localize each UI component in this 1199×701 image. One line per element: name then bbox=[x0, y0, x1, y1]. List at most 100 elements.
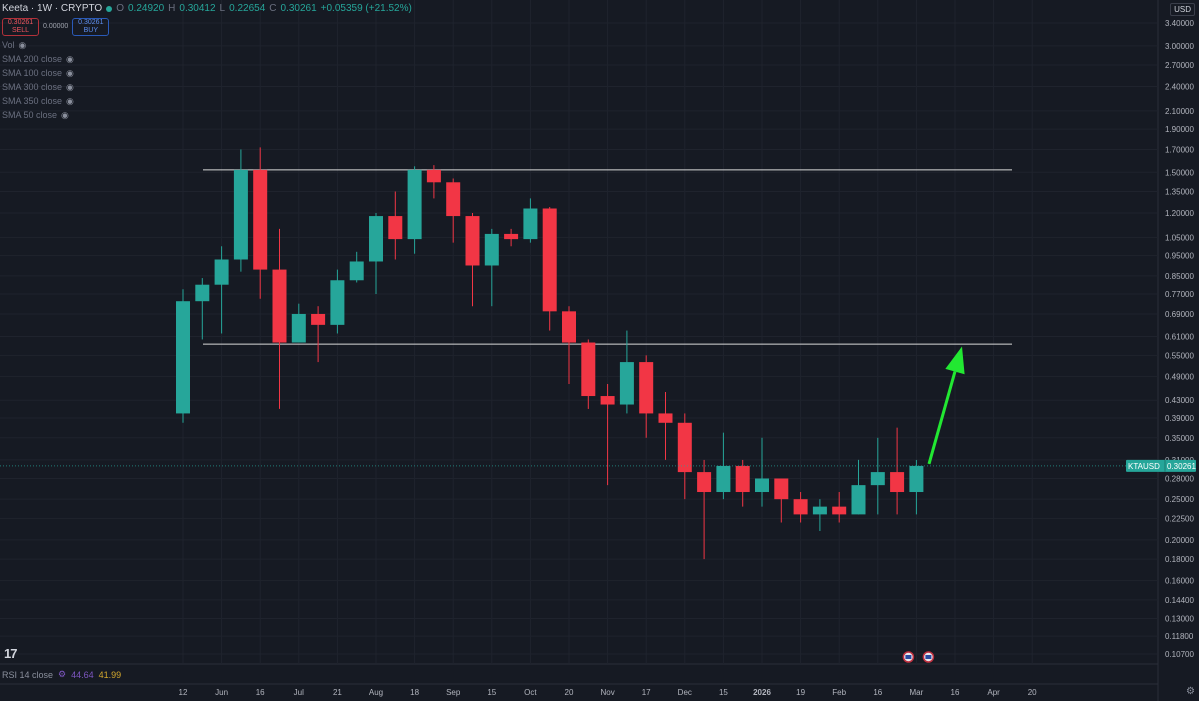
spread-value: 0.00000 bbox=[43, 23, 69, 30]
trade-row: 0.30261 SELL 0.00000 0.30261 BUY bbox=[2, 18, 412, 36]
candle-body bbox=[523, 208, 538, 240]
candle-body bbox=[735, 465, 750, 493]
time-tick-label: 12 bbox=[179, 688, 188, 697]
arrow-head bbox=[945, 346, 965, 375]
price-tick-label: 0.10700 bbox=[1165, 650, 1194, 659]
candle-body bbox=[581, 342, 596, 397]
rsi-label[interactable]: RSI 14 close bbox=[2, 669, 54, 680]
currency-selector[interactable]: USD bbox=[1170, 3, 1195, 16]
time-tick-label: Aug bbox=[369, 688, 383, 697]
candle-body bbox=[349, 261, 364, 281]
indicator-sma-350[interactable]: SMA 350 close ◉ bbox=[2, 96, 74, 106]
close-label: C bbox=[269, 3, 277, 14]
horizontal-levels bbox=[203, 169, 1012, 345]
candle-body bbox=[233, 169, 248, 260]
event-flag-icon bbox=[922, 651, 935, 663]
price-tick-label: 0.25000 bbox=[1165, 495, 1194, 504]
close-value: 0.30261 bbox=[280, 3, 317, 14]
time-tick-label: 16 bbox=[256, 688, 265, 697]
time-tick-label: 21 bbox=[333, 688, 342, 697]
indicator-sma-50[interactable]: SMA 50 close ◉ bbox=[2, 110, 69, 120]
settings-icon[interactable]: ⚙ bbox=[1186, 686, 1195, 697]
candle-body bbox=[890, 472, 905, 493]
event-flag-icon bbox=[902, 651, 915, 663]
price-tick-label: 0.11800 bbox=[1165, 632, 1194, 641]
status-dot-icon bbox=[106, 6, 113, 12]
time-tick-label: 17 bbox=[642, 688, 651, 697]
indicator-sma-100[interactable]: SMA 100 close ◉ bbox=[2, 68, 74, 78]
price-tag-ticker: KTAUSD bbox=[1128, 462, 1160, 471]
buy-label: BUY bbox=[83, 27, 99, 34]
candle-body bbox=[195, 284, 210, 302]
candle-body bbox=[755, 478, 769, 493]
indicator-vol[interactable]: Vol ◉ bbox=[2, 40, 27, 50]
price-tick-label: 0.14400 bbox=[1165, 596, 1194, 605]
eye-icon[interactable]: ◉ bbox=[66, 82, 74, 92]
price-tick-label: 0.22500 bbox=[1165, 514, 1194, 523]
eye-icon[interactable]: ◉ bbox=[18, 40, 27, 50]
candle-body bbox=[291, 313, 306, 343]
candle-body bbox=[176, 301, 190, 414]
price-tick-label: 2.10000 bbox=[1165, 107, 1194, 116]
price-tick-label: 0.18000 bbox=[1165, 555, 1194, 564]
price-tick-label: 2.40000 bbox=[1165, 83, 1194, 92]
candles bbox=[0, 147, 1158, 663]
time-tick-label: Oct bbox=[524, 688, 537, 697]
price-tick-label: 0.95000 bbox=[1165, 252, 1194, 261]
price-axis: 3.40000 3.00000 2.70000 2.40000 2.10000 1.900… bbox=[1126, 19, 1196, 659]
time-tick-label: 16 bbox=[873, 688, 882, 697]
eye-icon[interactable]: ◉ bbox=[66, 68, 74, 78]
candle-body bbox=[697, 472, 712, 493]
rsi-ma-value: 41.99 bbox=[98, 669, 122, 680]
time-tick-label: Feb bbox=[832, 688, 846, 697]
event-flag-mark bbox=[925, 655, 932, 659]
rsi-value: 44.64 bbox=[71, 669, 94, 680]
grid bbox=[0, 0, 1159, 701]
sell-button[interactable]: 0.30261 SELL bbox=[2, 18, 39, 36]
candle-body bbox=[562, 311, 576, 343]
time-tick-label: 2026 bbox=[753, 688, 771, 697]
price-tick-label: 1.35000 bbox=[1165, 188, 1194, 197]
time-tick-label: Mar bbox=[910, 688, 924, 697]
candle-body bbox=[774, 478, 789, 500]
time-tick-label: 15 bbox=[487, 688, 496, 697]
price-tick-label: 3.00000 bbox=[1165, 42, 1194, 51]
eye-icon[interactable]: ◉ bbox=[66, 96, 74, 106]
rsi-legend: RSI 14 close ⚙ 44.64 41.99 bbox=[2, 669, 121, 680]
candle-body bbox=[542, 208, 557, 312]
candle-body bbox=[639, 362, 654, 414]
high-label: H bbox=[168, 3, 176, 14]
indicator-sma-300[interactable]: SMA 300 close ◉ bbox=[2, 82, 74, 92]
candle-body bbox=[619, 362, 634, 405]
candle-body bbox=[677, 422, 692, 473]
time-tick-label: Jul bbox=[294, 688, 304, 697]
price-tick-label: 0.61000 bbox=[1165, 332, 1194, 341]
high-value: 0.30412 bbox=[179, 3, 216, 14]
buy-price: 0.30261 bbox=[78, 19, 104, 26]
candle-body bbox=[600, 396, 615, 405]
rsi-settings-icon[interactable]: ⚙ bbox=[58, 669, 67, 679]
price-tick-label: 0.69000 bbox=[1165, 310, 1194, 319]
price-tick-label: 0.39000 bbox=[1165, 414, 1194, 423]
candle-body bbox=[272, 269, 287, 343]
price-tick-label: 1.70000 bbox=[1165, 145, 1194, 154]
eye-icon[interactable]: ◉ bbox=[66, 54, 74, 64]
candle-body bbox=[407, 169, 422, 240]
buy-button[interactable]: 0.30261 BUY bbox=[72, 18, 110, 36]
price-tick-label: 0.77000 bbox=[1165, 290, 1194, 299]
candle-body bbox=[465, 216, 480, 266]
candle-body bbox=[658, 413, 673, 423]
price-tick-label: 0.55000 bbox=[1165, 351, 1194, 360]
price-tick-label: 0.16000 bbox=[1165, 577, 1194, 586]
price-tick-label: 0.28000 bbox=[1165, 475, 1194, 484]
indicator-sma-200[interactable]: SMA 200 close ◉ bbox=[2, 54, 74, 64]
time-tick-label: 15 bbox=[719, 688, 728, 697]
candle-body bbox=[369, 216, 383, 262]
price-tag bbox=[1126, 459, 1196, 472]
open-value: 0.24920 bbox=[128, 3, 165, 14]
eye-icon[interactable]: ◉ bbox=[61, 110, 69, 120]
symbol-title[interactable]: Keeta · 1W · CRYPTO bbox=[2, 3, 103, 14]
